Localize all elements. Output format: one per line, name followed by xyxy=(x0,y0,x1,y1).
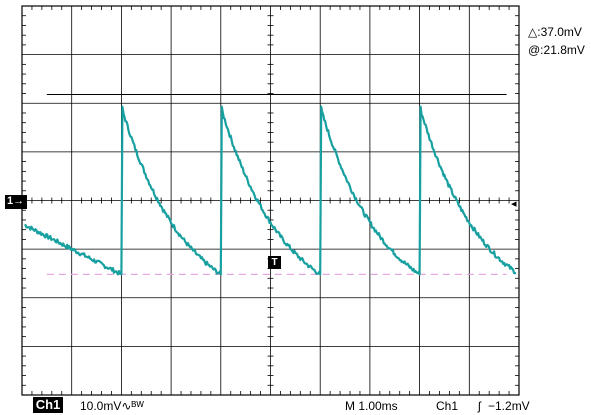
at-measurement-readout: @:21.8mV xyxy=(528,43,585,57)
volts-per-division: 10.0mV∿ᴮᵂ xyxy=(80,399,144,413)
ch1-waveform-trace xyxy=(24,105,517,276)
trigger-level: −1.2mV xyxy=(488,399,530,413)
waveform-layer xyxy=(24,105,517,276)
trigger-level-arrow-icon[interactable]: ◂ xyxy=(511,198,517,210)
channel-badge[interactable]: Ch1 xyxy=(33,397,63,413)
timebase-setting: M 1.00ms xyxy=(345,399,398,413)
delta-measurement-readout: △:37.0mV xyxy=(528,25,582,39)
trigger-position-marker[interactable]: T xyxy=(268,256,281,269)
trigger-source: Ch1 xyxy=(436,399,459,413)
trigger-slope-icon: ʃ xyxy=(478,399,481,413)
graticule xyxy=(21,5,520,396)
level-lines xyxy=(46,93,507,276)
ch1-ground-marker[interactable]: 1→ xyxy=(5,195,27,209)
